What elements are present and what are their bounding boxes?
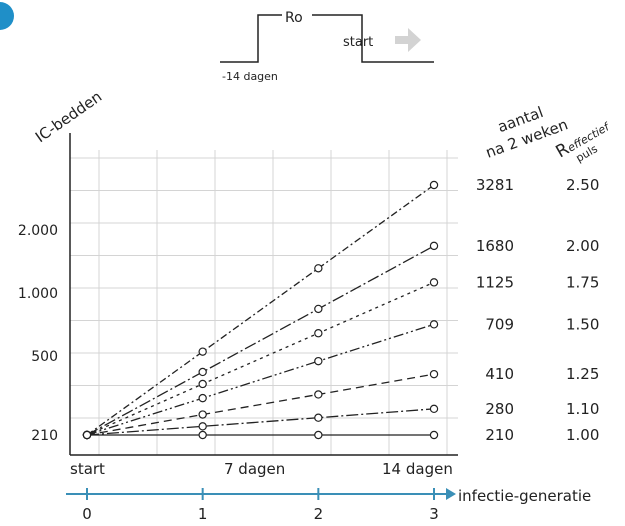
data-point <box>198 347 207 356</box>
pulse-start-label: start <box>343 35 373 50</box>
arrow-head-icon <box>446 488 456 500</box>
data-point <box>314 430 323 440</box>
data-point <box>429 404 439 414</box>
data-point <box>198 410 207 419</box>
count-value: 1680 <box>476 237 514 255</box>
generation-tick-label: 1 <box>198 505 208 523</box>
data-point <box>314 264 323 273</box>
y-tick-labels: 210 500 1.000 2.000 <box>18 223 58 444</box>
series-line <box>86 184 435 436</box>
generation-axis: 0 1 2 3 <box>66 488 456 523</box>
series-line <box>86 323 435 436</box>
series-line <box>86 373 435 436</box>
count-value: 210 <box>485 426 514 444</box>
count-value: 410 <box>485 365 514 383</box>
arrow-right-icon <box>395 28 421 52</box>
x-label-start: start <box>70 460 105 478</box>
r-value: 1.10 <box>566 400 599 418</box>
pulse-line-right <box>312 14 434 63</box>
data-point <box>198 422 207 431</box>
series-group <box>82 180 439 440</box>
generation-tick-label: 0 <box>82 505 92 523</box>
series-line <box>86 245 435 436</box>
count-value: 1125 <box>476 273 514 291</box>
x-label-14-dagen: 14 dagen <box>382 460 453 478</box>
r-value: 1.00 <box>566 426 599 444</box>
generation-axis-title: infectie-generatie <box>458 487 591 505</box>
value-columns: 3281 2.50 1680 2.00 1125 1.75 709 1.50 410 1.25 28… <box>476 176 600 444</box>
r-value: 2.50 <box>566 176 599 194</box>
data-point <box>429 430 439 440</box>
pulse-ro-label: Ro <box>285 10 303 26</box>
count-value: 3281 <box>476 176 514 194</box>
count-value: 709 <box>485 315 514 333</box>
grid <box>70 150 458 455</box>
data-point <box>314 356 323 366</box>
data-point <box>429 369 439 379</box>
data-point <box>198 393 207 403</box>
data-point <box>82 430 92 440</box>
data-point <box>314 329 323 338</box>
y-axis-title: IC-bedden <box>32 87 105 146</box>
r-value: 1.50 <box>566 315 599 333</box>
data-point <box>314 413 323 422</box>
y-tick-label: 500 <box>31 349 58 365</box>
r-value: 2.00 <box>566 237 599 255</box>
y-tick-label: 1.000 <box>18 286 58 302</box>
corner-marker <box>0 2 14 30</box>
data-point <box>429 180 439 190</box>
pulse-minus14-label: -14 dagen <box>222 70 278 83</box>
r-value: 1.75 <box>566 273 599 291</box>
data-point <box>198 379 207 389</box>
series-line <box>86 408 435 436</box>
data-point <box>198 367 207 377</box>
data-point <box>314 390 323 399</box>
data-point <box>429 320 439 329</box>
data-point <box>198 430 207 440</box>
pulse-diagram: Ro start -14 dagen <box>220 10 434 83</box>
r-value: 1.25 <box>566 365 599 383</box>
data-point <box>314 304 323 314</box>
x-label-7-dagen: 7 dagen <box>224 460 285 478</box>
data-point <box>429 241 439 251</box>
count-value: 280 <box>485 400 514 418</box>
y-tick-label: 210 <box>31 428 58 444</box>
generation-tick-label: 3 <box>429 505 439 523</box>
pulse-line <box>220 14 282 63</box>
generation-tick-label: 2 <box>314 505 324 523</box>
series-line <box>86 281 435 436</box>
data-point <box>429 278 439 287</box>
y-tick-label: 2.000 <box>18 223 58 239</box>
